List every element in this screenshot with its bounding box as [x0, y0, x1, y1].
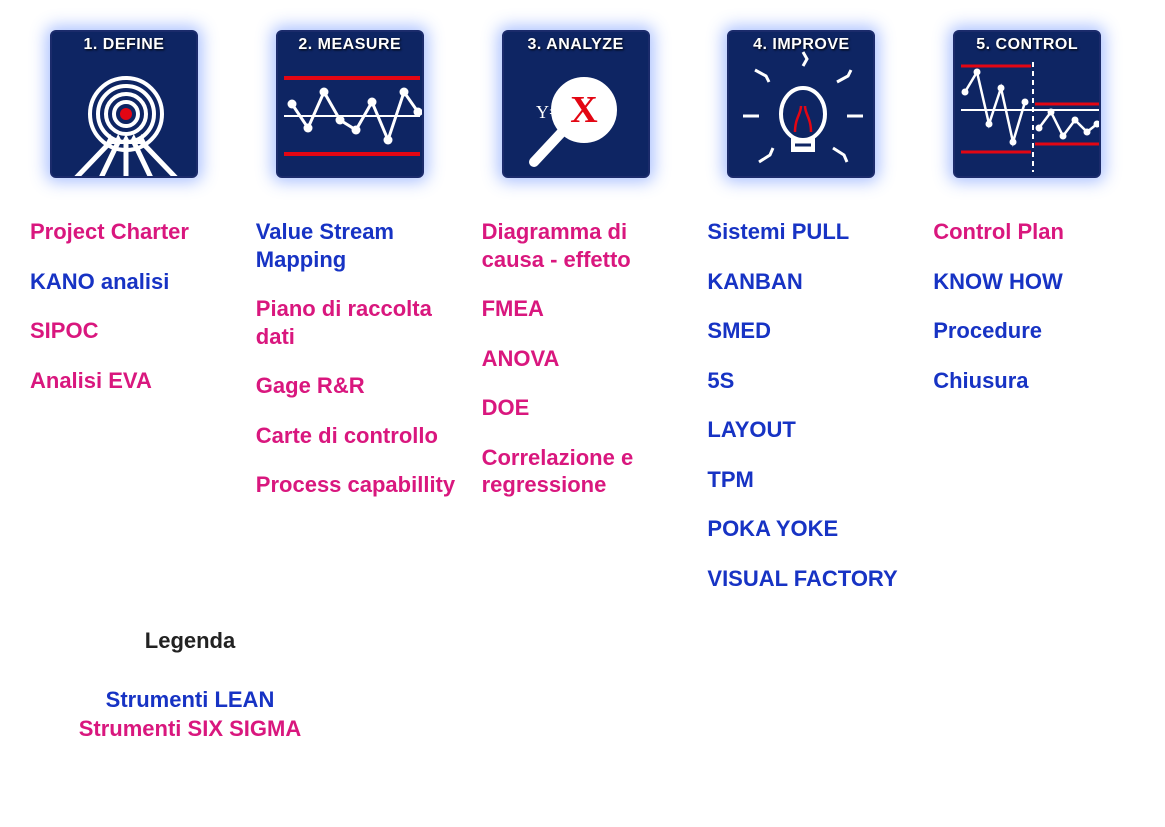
column-1: 1. DEFINE Project Charter KANO analisi SIPO… — [30, 30, 232, 592]
tool-item: Control Plan — [933, 218, 1135, 246]
tool-item: SIPOC — [30, 317, 232, 345]
magnify-x-tile: Y= f X 3. ANALYZE — [502, 30, 650, 178]
runchart-tile: 2. MEASURE — [276, 30, 424, 178]
legend-line: Strumenti LEAN — [30, 686, 350, 715]
tile-title: 4. IMPROVE — [729, 36, 873, 54]
controlchart-tile: 5. CONTROL — [953, 30, 1101, 178]
tool-item: LAYOUT — [707, 416, 909, 444]
column-5: 5. CONTROLControl PlanKNOW HOWProcedureC… — [933, 30, 1135, 592]
tool-item: VISUAL FACTORY — [707, 565, 909, 593]
item-list: Sistemi PULL KANBAN SMED 5S LAYOUT TPM POKA YO… — [707, 218, 909, 592]
tool-item: KANO analisi — [30, 268, 232, 296]
tool-item: Correlazione e regressione — [482, 444, 684, 499]
tool-item: Project Charter — [30, 218, 232, 246]
tool-item: DOE — [482, 394, 684, 422]
tool-item: Piano di raccolta dati — [256, 295, 458, 350]
item-list: Control Plan KNOW HOW Procedure Chiusura — [933, 218, 1135, 394]
svg-text:X: X — [570, 89, 597, 131]
tool-item: KANBAN — [707, 268, 909, 296]
legend-line: Strumenti SIX SIGMA — [30, 715, 350, 744]
tool-item: Value Stream Mapping — [256, 218, 458, 273]
tool-item: Sistemi PULL — [707, 218, 909, 246]
tool-item: TPM — [707, 466, 909, 494]
tile-title: 1. DEFINE — [52, 36, 196, 54]
item-list: Project Charter KANO analisi SIPOC Analisi … — [30, 218, 232, 394]
tile-title: 5. CONTROL — [955, 36, 1099, 54]
tool-item: 5S — [707, 367, 909, 395]
tool-item: Process capabillity — [256, 471, 458, 499]
tool-item: Carte di controllo — [256, 422, 458, 450]
tile-title: 2. MEASURE — [278, 36, 422, 54]
dmaic-columns: 1. DEFINE Project Charter KANO analisi SIPO… — [30, 30, 1135, 592]
item-list: Diagramma di causa - effetto FMEA ANOVA DOE… — [482, 218, 684, 499]
legend-title: Legenda — [30, 628, 350, 654]
column-4: 4. IMPROVE Sistemi PULL KANBAN SMED 5S LAYOUT… — [707, 30, 909, 592]
column-3: Y= f X 3. ANALYZE Diagramma di causa - ef… — [482, 30, 684, 592]
lightbulb-tile: 4. IMPROVE — [727, 30, 875, 178]
target-tile: 1. DEFINE — [50, 30, 198, 178]
tool-item: Analisi EVA — [30, 367, 232, 395]
tool-item: Procedure — [933, 317, 1135, 345]
tool-item: SMED — [707, 317, 909, 345]
tool-item: Diagramma di causa - effetto — [482, 218, 684, 273]
tool-item: KNOW HOW — [933, 268, 1135, 296]
tile-title: 3. ANALYZE — [504, 36, 648, 54]
tool-item: ANOVA — [482, 345, 684, 373]
column-2: 2. MEASURE Value Stream Mapping Piano di r… — [256, 30, 458, 592]
tool-item: Chiusura — [933, 367, 1135, 395]
tool-item: FMEA — [482, 295, 684, 323]
item-list: Value Stream Mapping Piano di raccolta da… — [256, 218, 458, 499]
tool-item: POKA YOKE — [707, 515, 909, 543]
tool-item: Gage R&R — [256, 372, 458, 400]
legend: Legenda Strumenti LEANStrumenti SIX SIGM… — [30, 628, 350, 743]
legend-lines: Strumenti LEANStrumenti SIX SIGMA — [30, 686, 350, 743]
